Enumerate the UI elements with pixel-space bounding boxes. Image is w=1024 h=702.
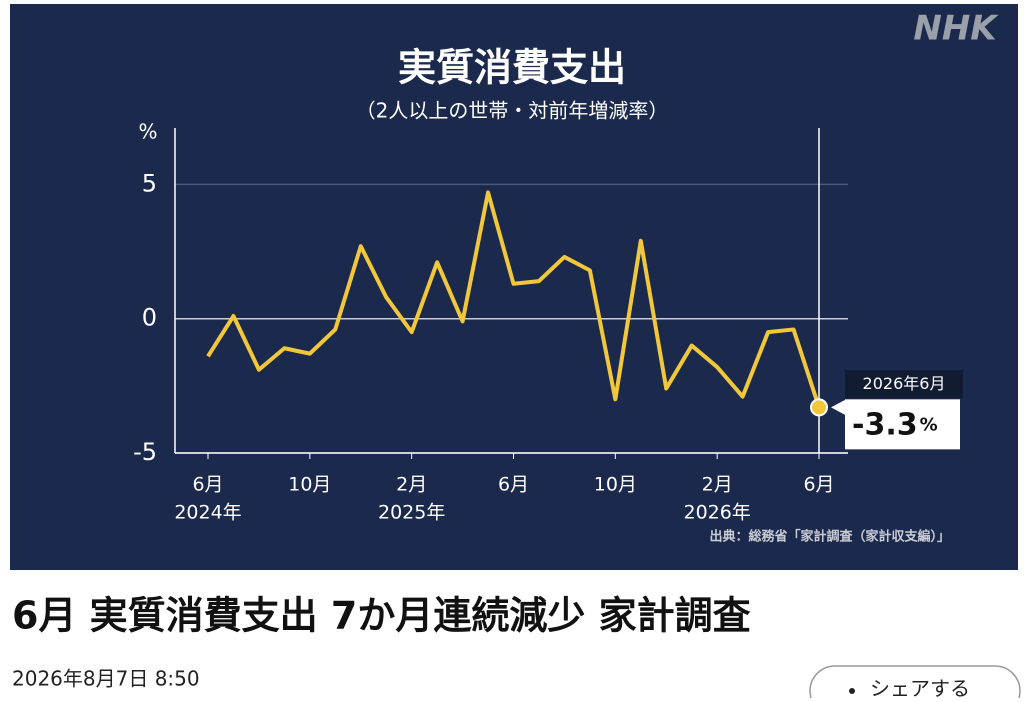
y-tick-label: 0 [142, 304, 157, 332]
x-tick-label: 2月 [702, 474, 733, 496]
last-point [810, 398, 828, 417]
y-tick-label: 5 [142, 169, 157, 197]
chart-title: 実質消費支出 [398, 46, 626, 90]
callout-value: -3.3% [852, 407, 938, 442]
date: 2026年8月7日 8:50 [12, 667, 200, 691]
x-year-label: 2024年 [174, 502, 241, 524]
callout-pointer [831, 399, 846, 416]
x-tick-label: 6月 [803, 474, 834, 496]
x-tick-label: 10月 [288, 474, 331, 496]
callout-unit: % [920, 414, 938, 435]
callout-box [845, 399, 960, 450]
callout-date-box [845, 370, 963, 399]
x-tick-label: 10月 [594, 474, 637, 496]
x-year-label: 2025年 [378, 502, 445, 524]
share-label[interactable]: シェアする [870, 677, 970, 701]
y-tick-label: -5 [133, 438, 157, 466]
x-tick-label: 2月 [396, 474, 427, 496]
x-tick-label: 6月 [498, 474, 529, 496]
logo: NHK [913, 9, 999, 49]
callout-date: 2026年6月 [863, 374, 946, 393]
chart-panel [10, 4, 1018, 570]
chart-subtitle: （2人以上の世帯・対前年増減率） [356, 99, 669, 123]
x-tick-label: 6月 [192, 474, 223, 496]
share-button[interactable]: シェアする [809, 665, 1021, 702]
y-unit: % [138, 120, 157, 144]
x-year-label: 2026年 [683, 502, 750, 524]
series-line [206, 190, 821, 408]
headline: 6月 実質消費支出 7か月連続減少 家計調査 [12, 594, 751, 638]
source: 出典：総務省「家計調査（家計収支編）」 [709, 529, 950, 545]
callout-number: -3.3 [852, 407, 918, 442]
share-button-box[interactable] [809, 665, 1021, 702]
share-icon [849, 688, 855, 694]
